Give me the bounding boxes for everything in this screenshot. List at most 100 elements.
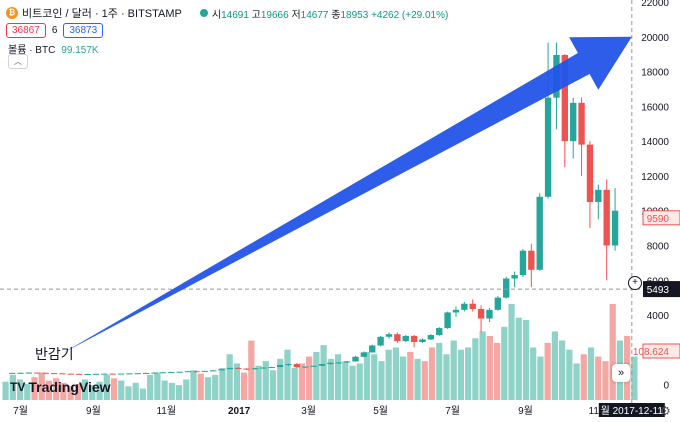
candle-body	[276, 364, 284, 368]
candle-body	[260, 367, 267, 369]
volume-bar	[436, 342, 443, 400]
volume-bar	[544, 342, 551, 400]
y-tick-label: 16000	[641, 102, 669, 113]
volume-bar	[457, 349, 465, 400]
volume-legend: 볼륨 · BTC 99.157K	[8, 41, 99, 56]
candle-body	[235, 367, 242, 369]
candle-body	[117, 373, 125, 375]
price-label-box	[642, 210, 680, 226]
volume-bar	[414, 358, 421, 400]
candle-body	[293, 364, 301, 368]
candle-body	[335, 362, 342, 364]
scroll-to-realtime-button[interactable]: »	[612, 364, 630, 382]
tradingview-logo[interactable]: TV TradingView	[10, 379, 111, 395]
volume-bar	[530, 347, 537, 400]
volume-bar	[566, 349, 573, 400]
chevron-up-icon[interactable]: ︿	[8, 54, 28, 69]
sell-price-button[interactable]: 36867	[6, 23, 46, 38]
volume-bar	[486, 336, 493, 400]
open-value: 14691	[221, 9, 249, 21]
candle-body	[209, 370, 217, 372]
y-tick-label: 18000	[641, 68, 669, 79]
volume-bar	[212, 374, 219, 400]
volume-bar	[147, 374, 154, 400]
candle-body	[611, 210, 619, 246]
candle-body	[402, 335, 409, 342]
volume-bar	[443, 354, 450, 400]
volume-bar	[82, 379, 89, 400]
candle-body	[17, 372, 24, 374]
candle-body	[151, 372, 158, 374]
volume-bar	[602, 361, 609, 400]
volume-bar	[96, 381, 103, 400]
candle-body	[477, 308, 485, 319]
candle-body	[251, 368, 259, 370]
high-label: 고	[251, 9, 261, 21]
volume-bar	[465, 347, 472, 400]
volume-bar	[349, 365, 356, 400]
volume-bar	[60, 382, 67, 400]
crosshair-price-box	[643, 281, 680, 298]
low-value: 14677	[300, 9, 329, 21]
y-tick-label: 12000	[641, 172, 669, 183]
candle-body	[544, 97, 552, 197]
buy-price-button[interactable]: 36873	[63, 23, 104, 38]
volume-bar	[204, 377, 212, 400]
y-tick-label: 0	[663, 381, 669, 392]
candle-body	[193, 371, 200, 373]
candle-body	[50, 373, 58, 375]
ohlc-values: 시14691 고19666 저14677 종18953 +4262 (+29.0…	[212, 6, 448, 21]
volume-bar	[74, 384, 81, 400]
crosshair-date-box	[598, 403, 665, 417]
volume-bar	[306, 356, 313, 400]
volume-bar	[537, 356, 544, 400]
close-label: 종	[331, 9, 341, 21]
x-tick-label: 3월	[301, 405, 316, 417]
candle-body	[377, 336, 384, 346]
volume-bar	[16, 379, 24, 400]
candle-body	[561, 54, 569, 142]
x-tick-label: 11월	[156, 405, 176, 417]
crosshair-date-label: 월 2017-12-11	[601, 405, 664, 417]
candle-body	[360, 352, 368, 357]
add-alert-plus-icon[interactable]: +	[628, 276, 642, 290]
candle-body	[394, 334, 401, 342]
x-tick-label: 7월	[13, 405, 28, 417]
candle-body	[603, 189, 610, 246]
volume-bar	[31, 377, 38, 400]
candle-body	[34, 372, 41, 374]
arrow-annotation	[62, 36, 632, 354]
price-label-box	[642, 343, 680, 359]
volume-bar	[175, 385, 183, 400]
volume-bar	[493, 342, 501, 400]
volume-bar	[197, 373, 204, 400]
volume-label: 볼륨 · BTC	[8, 45, 56, 56]
volume-value: 99.157K	[61, 45, 99, 56]
volume-bar	[479, 331, 486, 400]
volume-bar	[392, 347, 399, 400]
close-value: 18953	[340, 9, 369, 21]
volume-bar	[320, 345, 327, 400]
volume-bar	[515, 317, 522, 400]
gear-icon[interactable]: ⚙	[660, 404, 671, 418]
volume-bar	[580, 354, 587, 400]
volume-bar	[559, 340, 566, 400]
volume-bar	[327, 358, 334, 400]
volume-bar	[284, 349, 291, 400]
volume-bar	[248, 340, 255, 400]
symbol-title[interactable]: 비트코인 / 달러 · 1주 · BITSTAMP	[22, 8, 182, 20]
volume-bar	[2, 381, 9, 400]
candle-body	[75, 373, 83, 375]
candle-body	[494, 297, 502, 310]
volume-bar	[313, 352, 320, 400]
candle-body	[84, 374, 91, 375]
candle-body	[243, 368, 250, 370]
volume-bar	[595, 356, 602, 400]
candle-body	[9, 372, 16, 374]
volume-bar	[103, 374, 110, 400]
candle-body	[168, 371, 175, 373]
volume-bar	[400, 356, 407, 400]
volume-bar	[53, 378, 60, 400]
volume-bar	[385, 349, 392, 400]
